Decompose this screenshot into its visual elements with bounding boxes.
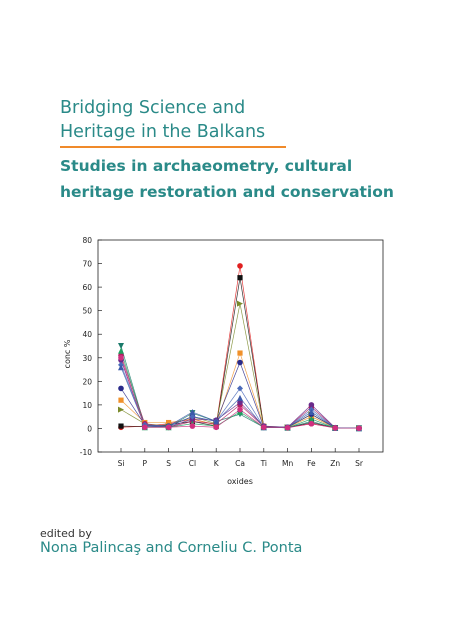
data-point <box>189 408 196 415</box>
edited-by-label: edited by <box>40 527 92 540</box>
data-point <box>118 347 124 354</box>
data-point <box>237 300 243 307</box>
data-point <box>237 275 243 281</box>
x-tick-label: Sr <box>355 459 364 468</box>
subtitle-line-2: heritage restoration and conservation <box>60 183 394 201</box>
x-axis-label: oxides <box>227 477 253 486</box>
x-tick-label: Zn <box>330 459 340 468</box>
y-tick-label: 10 <box>82 401 92 410</box>
title-divider <box>60 146 286 148</box>
title-line-1: Bridging Science and <box>60 98 246 118</box>
data-point <box>213 424 219 431</box>
data-point <box>166 419 172 426</box>
data-point <box>189 413 196 420</box>
data-point <box>237 394 243 401</box>
data-point <box>165 424 172 431</box>
data-point <box>332 425 339 431</box>
data-point <box>118 406 124 413</box>
data-point <box>213 418 220 425</box>
data-point <box>142 424 148 431</box>
data-point <box>237 406 243 413</box>
y-tick-label: 20 <box>82 377 92 386</box>
data-point <box>237 359 243 366</box>
data-point <box>308 408 315 415</box>
data-point <box>118 423 124 429</box>
title-line-2: Heritage in the Balkans <box>60 122 266 142</box>
book-subtitle: Studies in archaeometry, cultural herita… <box>60 153 394 205</box>
x-tick-label: S <box>166 459 171 468</box>
subtitle-line-1: Studies in archaeometry, cultural <box>60 157 353 175</box>
x-tick-label: Si <box>118 459 125 468</box>
data-point <box>118 364 124 371</box>
data-point <box>308 402 315 408</box>
data-point <box>237 385 243 392</box>
y-axis-label: conc % <box>63 339 72 368</box>
editors-names: Nona Palincaş and Corneliu C. Ponta <box>40 540 303 556</box>
y-tick-label: 80 <box>82 236 92 245</box>
data-point <box>237 350 243 356</box>
series-line <box>120 360 360 429</box>
data-point <box>284 424 291 431</box>
y-tick-label: 30 <box>82 354 92 363</box>
x-tick-label: Cl <box>189 459 196 468</box>
y-tick-label: 70 <box>82 260 92 269</box>
data-point <box>356 425 362 432</box>
data-point <box>118 397 124 403</box>
data-point <box>118 343 124 349</box>
x-tick-label: K <box>214 459 220 468</box>
book-title: Bridging Science and Heritage in the Bal… <box>60 96 265 144</box>
y-tick-label: 0 <box>87 424 92 433</box>
x-tick-label: Ti <box>260 459 267 468</box>
x-tick-label: Fe <box>307 459 316 468</box>
x-tick-label: Ca <box>235 459 245 468</box>
data-point <box>118 385 124 392</box>
plot-frame <box>97 239 384 453</box>
x-tick-label: P <box>143 459 148 468</box>
y-tick-label: 50 <box>82 307 92 316</box>
y-tick-label: -10 <box>80 448 92 457</box>
data-point <box>308 420 315 427</box>
y-tick-label: 60 <box>82 283 92 292</box>
data-point <box>308 416 315 423</box>
data-point <box>261 424 267 431</box>
data-point <box>237 399 243 406</box>
y-tick-label: 40 <box>82 330 92 339</box>
data-point <box>189 423 196 429</box>
data-point <box>118 354 124 361</box>
x-tick-label: Mn <box>282 459 293 468</box>
data-point <box>237 263 243 269</box>
